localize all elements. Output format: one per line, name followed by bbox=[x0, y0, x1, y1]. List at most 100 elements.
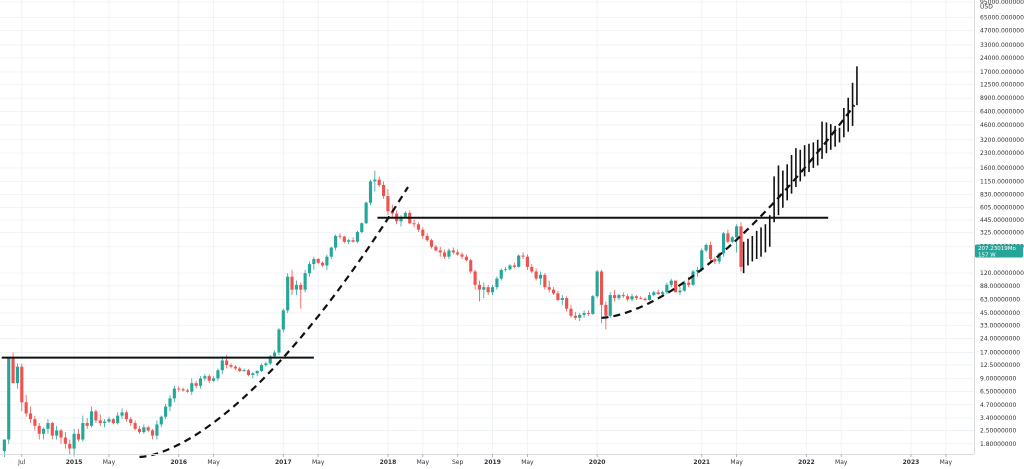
candle-body bbox=[360, 223, 364, 233]
candle-body bbox=[578, 314, 582, 318]
candle-down bbox=[37, 423, 41, 440]
y-tick-label: 2.50000000 bbox=[980, 427, 1016, 434]
candle-down bbox=[512, 262, 516, 269]
y-tick-label: 4600.00000000 bbox=[980, 122, 1024, 129]
parabolic-curve bbox=[601, 104, 856, 319]
candle-body bbox=[299, 284, 303, 290]
candle-body bbox=[390, 211, 394, 214]
x-axis[interactable]: Jul 2015 May 2016 May 2017 May 2018 May Sep 2019 Ma… bbox=[0, 454, 974, 466]
candle-up bbox=[2, 439, 6, 458]
candle-up bbox=[46, 419, 50, 434]
candle-body bbox=[434, 246, 438, 251]
candle-up bbox=[251, 372, 255, 379]
candle-down bbox=[425, 233, 429, 242]
candle-body bbox=[81, 423, 85, 440]
candle-body bbox=[399, 216, 403, 222]
candle-body bbox=[691, 271, 695, 285]
candle-down bbox=[50, 421, 54, 440]
candle-up bbox=[286, 273, 290, 314]
candle-body bbox=[586, 313, 590, 314]
y-tick-label: 3200.00000000 bbox=[980, 137, 1024, 144]
candle-up bbox=[325, 254, 329, 270]
candle-body bbox=[447, 250, 451, 257]
candle-body bbox=[342, 236, 346, 242]
candle-body bbox=[521, 255, 525, 257]
candle-body bbox=[543, 274, 547, 288]
candle-down bbox=[412, 219, 416, 228]
candle-down bbox=[98, 414, 102, 426]
candle-body bbox=[573, 315, 577, 318]
y-tick-label: 8900.00000000 bbox=[980, 95, 1024, 102]
candle-body bbox=[517, 255, 521, 267]
candle-up bbox=[347, 238, 351, 245]
candle-body bbox=[595, 271, 599, 297]
candle-body bbox=[560, 298, 564, 300]
x-tick-label: May bbox=[835, 459, 848, 466]
y-tick-label: 63.00000000 bbox=[980, 296, 1020, 303]
candle-body bbox=[133, 423, 137, 429]
candle-body bbox=[386, 196, 390, 212]
candle-body bbox=[116, 415, 120, 424]
candle-body bbox=[20, 366, 24, 403]
y-tick-label: 17000.00000000 bbox=[980, 69, 1024, 76]
y-tick-label: 830.00000000 bbox=[980, 192, 1024, 199]
candles bbox=[2, 170, 743, 458]
candle-down bbox=[85, 417, 89, 429]
candle-body bbox=[338, 235, 342, 237]
candle-down bbox=[613, 289, 617, 302]
candle-up bbox=[216, 368, 220, 381]
candle-body bbox=[85, 423, 89, 426]
candle-body bbox=[626, 296, 630, 300]
candle-down bbox=[556, 290, 560, 302]
y-tick-label: 17.00000000 bbox=[980, 350, 1020, 357]
candle-body bbox=[538, 274, 543, 279]
candle-up bbox=[55, 425, 59, 440]
candle-body bbox=[233, 366, 237, 369]
candle-up bbox=[81, 415, 85, 442]
y-tick-label: 325.00000000 bbox=[980, 230, 1024, 237]
candle-body bbox=[2, 439, 6, 452]
candle-up bbox=[360, 222, 364, 234]
last-price-tag: 207.23019Mo 157 W bbox=[975, 244, 1023, 258]
candle-up bbox=[700, 248, 704, 272]
candle-up bbox=[368, 179, 373, 206]
y-axis[interactable]: USD 95000.00000000 65000.00000000 47000.00… bbox=[974, 0, 1024, 454]
candle-body bbox=[486, 287, 490, 293]
candle-down bbox=[726, 229, 730, 244]
candle-body bbox=[203, 376, 207, 379]
candle-down bbox=[133, 420, 137, 431]
candle-body bbox=[534, 271, 538, 279]
candle-body bbox=[334, 235, 338, 248]
y-tick-label: 65000.00000000 bbox=[980, 14, 1024, 21]
candle-up bbox=[277, 328, 281, 356]
y-tick-label: 2300.00000000 bbox=[980, 150, 1024, 157]
candle-body bbox=[630, 296, 634, 300]
candle-body bbox=[634, 296, 638, 299]
candle-body bbox=[656, 292, 660, 294]
candle-up bbox=[220, 356, 224, 375]
candle-down bbox=[708, 241, 713, 262]
candle-down bbox=[551, 287, 556, 296]
candle-body bbox=[604, 304, 608, 316]
candle-body bbox=[382, 185, 386, 197]
candle-down bbox=[634, 295, 638, 300]
candle-body bbox=[185, 390, 189, 392]
candle-down bbox=[586, 310, 590, 316]
candle-body bbox=[198, 378, 203, 386]
candle-body bbox=[155, 424, 159, 436]
candle-up bbox=[273, 350, 277, 358]
candle-body bbox=[320, 262, 325, 266]
candle-body bbox=[150, 430, 155, 436]
candle-body bbox=[15, 366, 20, 384]
x-tick-label: 2019 bbox=[484, 459, 501, 466]
y-tick-label: 45.00000000 bbox=[980, 310, 1020, 317]
candle-body bbox=[377, 179, 381, 186]
candle-down bbox=[28, 406, 33, 424]
candle-body bbox=[207, 376, 211, 381]
candle-body bbox=[68, 443, 72, 449]
candle-down bbox=[207, 374, 211, 384]
candle-body bbox=[11, 357, 15, 384]
candle-body bbox=[613, 295, 617, 299]
